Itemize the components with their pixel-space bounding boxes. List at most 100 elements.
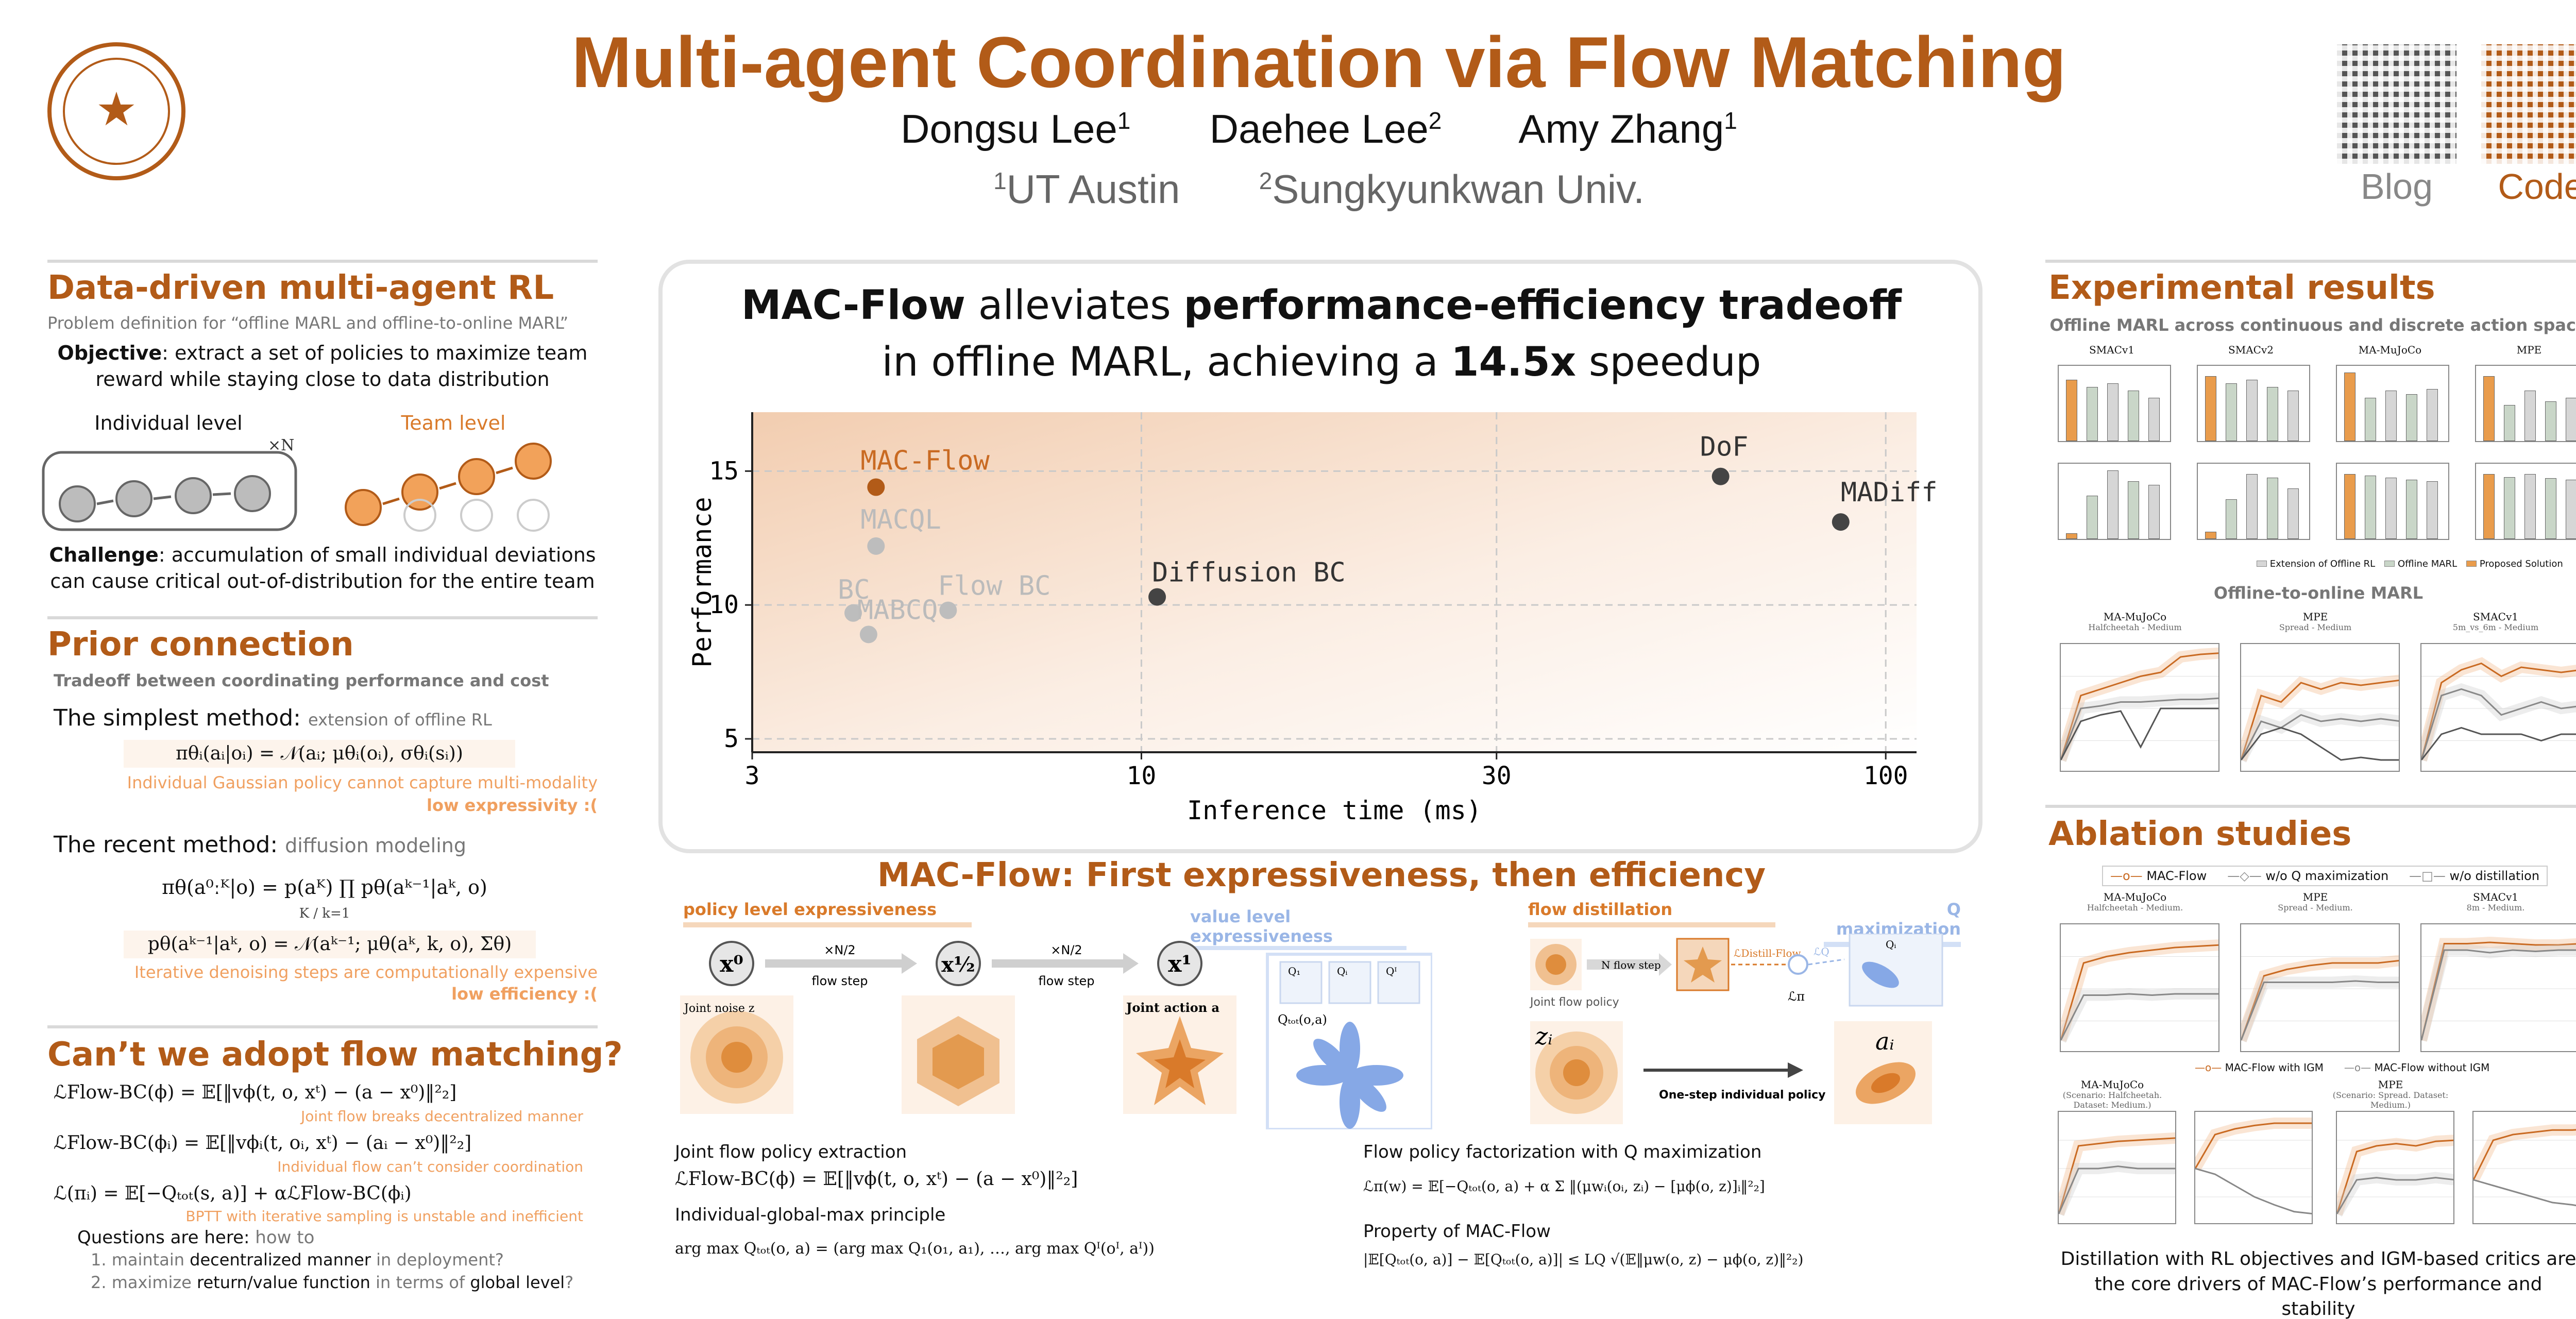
recent-method: The recent method: diffusion modeling [54, 832, 466, 858]
mini-bar [2566, 480, 2576, 539]
mini-series [2421, 726, 2576, 760]
author-name: Dongsu Lee [901, 106, 1117, 151]
mini-chart-subtitle: Spread - Medium. [2278, 903, 2353, 912]
individual-flow-equation: ℒFlow-BC(ϕᵢ) = 𝔼[‖vϕᵢ(t, oᵢ, xᵗ) − (aᵢ −… [54, 1132, 472, 1154]
mini-series [2473, 1129, 2576, 1180]
mini-bar [2267, 387, 2278, 441]
mini-series [2061, 993, 2218, 1041]
mini-series [2061, 707, 2218, 760]
point-label: MAC-Flow [860, 446, 990, 477]
mini-bar [2087, 496, 2098, 539]
mini-bar [2128, 481, 2139, 539]
svg-text:Q₁: Q₁ [1288, 965, 1300, 977]
mini-series [2421, 662, 2576, 760]
mini-series [2421, 688, 2576, 760]
mini-series [2337, 1177, 2453, 1214]
scatter-point [859, 625, 877, 644]
mini-series [2059, 1165, 2175, 1214]
affiliation: UT Austin [1006, 166, 1180, 212]
point-label: Diffusion BC [1152, 557, 1346, 588]
joint-flow-extraction-equation: ℒFlow-BC(ϕ) = 𝔼[‖vϕ(t, o, xᵗ) − (a − x⁰)… [675, 1169, 1078, 1190]
mini-chart-title: MPE [2378, 1078, 2403, 1091]
question-1: 1. maintain decentralized manner in depl… [91, 1250, 504, 1270]
mini-bar [2427, 481, 2438, 539]
y-tick-label: 10 [709, 590, 739, 619]
svg-text:Joint flow policy: Joint flow policy [1529, 996, 1619, 1009]
warning-text: BPTT with iterative sampling is unstable… [185, 1208, 583, 1225]
svg-text:x⁰: x⁰ [720, 951, 743, 977]
x-tick-label: 10 [1127, 762, 1157, 790]
svg-text:Joint action a: Joint action a [1125, 1000, 1219, 1015]
warning-text: low expressivity :( [427, 796, 598, 815]
joint-flow-equation: ℒFlow-BC(ϕ) = 𝔼[‖vϕ(t, o, xᵗ) − (a − x⁰)… [54, 1082, 457, 1103]
y-tick-label: 15 [709, 456, 739, 485]
mini-bar [2385, 478, 2397, 539]
university-seal: ★ [47, 42, 185, 180]
mini-chart: MPE Spread - Medium [2228, 611, 2403, 781]
panel-value-label: value level expressiveness [1190, 907, 1406, 950]
mini-bar [2365, 475, 2376, 539]
mini-chart-subtitle: Spread - Medium [2279, 622, 2352, 632]
joint-flow-extraction-label: Joint flow policy extraction [675, 1142, 907, 1162]
mini-bar [2504, 477, 2515, 539]
mini-series [2061, 944, 2218, 1041]
mini-bar [2406, 480, 2417, 539]
mini-chart [2182, 1079, 2316, 1233]
mini-series [2241, 726, 2399, 761]
offline-to-online-grid: MA-MuJoCo Halfcheetah - Medium MPE Spread -… [2040, 611, 2576, 786]
blog-qr-code[interactable] [2337, 44, 2456, 164]
section-title-prior: Prior connection [47, 625, 354, 664]
mini-bar [2406, 394, 2417, 441]
x-tick-label: 100 [1863, 762, 1908, 790]
svg-text:aᵢ: aᵢ [1875, 1027, 1894, 1055]
mini-chart: SMACv1 8m - Medium. [2408, 891, 2576, 1061]
mini-bar [2205, 376, 2216, 441]
headline-line-2: in offline MARL, achieving a 14.5x speed… [882, 339, 1761, 385]
scatter-point [1148, 588, 1166, 606]
scatter-point [1711, 467, 1730, 485]
mini-bar [2545, 478, 2556, 539]
section-subtitle: Problem definition for “offline MARL and… [47, 313, 569, 333]
mini-bar [2385, 391, 2397, 441]
individual-level-label: Individual level [94, 412, 243, 434]
mini-chart-title: MPE [2302, 891, 2328, 903]
mini-bar [2524, 391, 2536, 441]
x-tick-label: 3 [745, 762, 760, 790]
point-label: DoF [1700, 432, 1749, 463]
mini-chart-subtitle: (Scenario: Spread. Dataset: Medium.) [2332, 1090, 2449, 1110]
mini-bar [2128, 391, 2139, 441]
mini-series [2241, 959, 2399, 1041]
mini-chart: MPE Spread - Medium. [2228, 891, 2403, 1061]
mini-chart: MA-MuJoCo (Scenario: Halfcheetah. Dataset… [2045, 1079, 2179, 1233]
svg-text:Qᴵ: Qᴵ [1386, 965, 1397, 977]
mini-chart-title: SMACv1 [2473, 611, 2518, 623]
mini-series [2337, 1139, 2453, 1214]
point-label: MADiff [1841, 477, 1937, 508]
svg-text:Qᵢ: Qᵢ [1886, 938, 1896, 951]
mini-series [2421, 941, 2576, 1041]
affiliation: Sungkyunkwan Univ. [1272, 166, 1645, 212]
ablation-grid: MA-MuJoCo Halfcheetah - Medium. MPE Spread … [2040, 891, 2576, 1067]
mini-chart-title: MA-MuJoCo [2103, 891, 2167, 903]
mini-chart-title: SMACv1 [2089, 344, 2134, 356]
code-qr-code[interactable] [2481, 44, 2576, 164]
factorization-label: Flow policy factorization with Q maximiz… [1363, 1142, 1762, 1162]
mini-series [2473, 1179, 2576, 1207]
mini-chart [2460, 1079, 2576, 1233]
affiliation-list: 1UT Austin 2Sungkyunkwan Univ. [993, 166, 1645, 212]
product-limits: K / k=1 [299, 906, 350, 921]
mini-bar [2427, 389, 2438, 441]
igm-grid: MA-MuJoCo (Scenario: Halfcheetah. Dataset… [2040, 1079, 2576, 1233]
mini-bar [2524, 474, 2536, 539]
section-title-ablation: Ablation studies [2048, 815, 2352, 853]
svg-text:Qₜₒₜ(o,a): Qₜₒₜ(o,a) [1278, 1012, 1327, 1027]
mini-bar [2226, 499, 2237, 539]
factorization-equation: ℒπ(w) = 𝔼[−Qₜₒₜ(o, a) + α Σ ‖(μwᵢ(oᵢ, zᵢ… [1363, 1178, 1765, 1195]
mini-chart: MPE [2465, 344, 2576, 540]
mini-chart-title: SMACv1 [2473, 891, 2518, 903]
x-tick-label: 30 [1482, 762, 1512, 790]
question-2: 2. maximize return/value function in ter… [91, 1273, 574, 1292]
mini-chart-subtitle: Halfcheetah - Medium. [2087, 903, 2183, 912]
mini-bar [2504, 405, 2515, 441]
mini-chart: MPE (Scenario: Spread. Dataset: Medium.) [2324, 1079, 2458, 1233]
